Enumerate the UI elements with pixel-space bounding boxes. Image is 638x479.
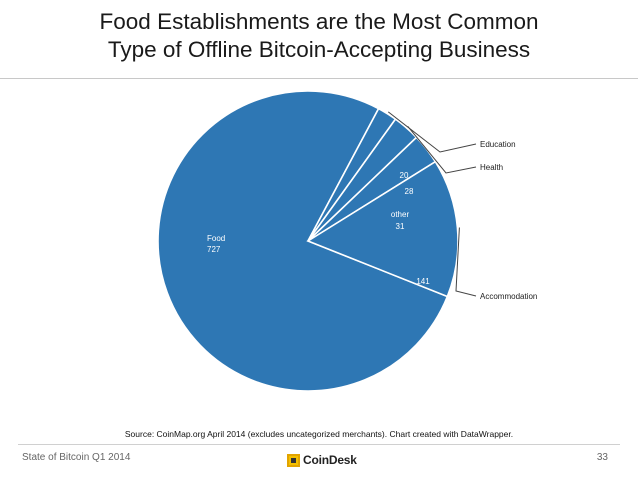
page-number: 33: [596, 452, 608, 463]
pie-label-food: Food: [207, 234, 225, 243]
pie-value-health: 28: [405, 187, 414, 196]
pie-slice-food: [157, 90, 449, 392]
logo-text: CoinDesk: [303, 453, 357, 467]
pie-value-accommodation: 141: [416, 277, 430, 286]
pie-outside-label-health: Health: [480, 163, 503, 172]
pie-label-other: other: [391, 210, 410, 219]
pie-outside-label-accommodation: Accommodation: [480, 292, 537, 301]
title-line-2: Type of Offline Bitcoin-Accepting Busine…: [107, 37, 531, 62]
title-line-1: Food Establishments are the Most Common: [99, 9, 539, 34]
title-divider: [0, 78, 638, 79]
leader-line-education: [387, 111, 477, 153]
pie-outside-label-education: Education: [480, 140, 516, 149]
slide-title: Food Establishments are the Most Common …: [0, 8, 638, 64]
pie-value-other: 31: [396, 222, 405, 231]
leader-line-health: [407, 125, 477, 174]
coindesk-logo-icon: [287, 453, 300, 467]
pie-value-education: 20: [400, 171, 409, 180]
pie-value-food: 727: [207, 245, 221, 254]
leader-line-accommodation: [455, 227, 477, 297]
footer-deck-title: State of Bitcoin Q1 2014: [22, 452, 131, 463]
coindesk-logo: CoinDesk: [287, 452, 357, 468]
source-note: Source: CoinMap.org April 2014 (excludes…: [124, 429, 514, 439]
pie-slice-accommodation: [306, 160, 459, 298]
footer-divider: [18, 444, 620, 445]
